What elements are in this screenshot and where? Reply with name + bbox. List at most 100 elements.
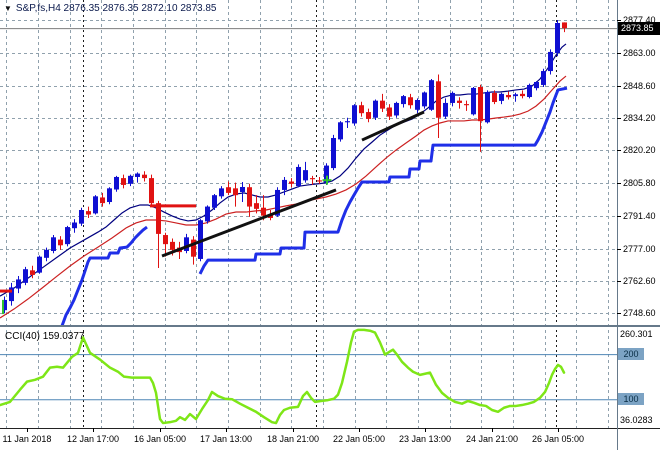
price-axis-label: 2863.00 — [623, 47, 656, 58]
price-axis-label: 2791.40 — [623, 210, 656, 221]
current-price-badge: 2873.85 — [618, 21, 660, 35]
candle-body — [191, 239, 196, 257]
candle-body — [352, 105, 357, 124]
candle-body — [16, 279, 21, 289]
candle-body — [359, 105, 364, 114]
candle-body — [65, 227, 70, 245]
drawing-objects-layer — [0, 110, 425, 315]
cci-layer — [0, 328, 566, 425]
candle-body — [79, 209, 84, 224]
candle-body — [310, 178, 315, 180]
candle-body — [170, 241, 175, 250]
candle-body — [471, 87, 476, 115]
candle-body — [450, 92, 455, 103]
step-support-line — [198, 86, 568, 275]
cci-line — [0, 328, 566, 425]
trendline — [361, 110, 425, 142]
candle-body — [233, 188, 238, 196]
price-axis-label: 2748.60 — [623, 308, 656, 319]
candle-body — [464, 104, 469, 106]
candle-body — [23, 269, 28, 283]
candle-body — [499, 93, 504, 101]
candle-body — [415, 99, 420, 110]
chevron-down-icon[interactable]: ▼ — [4, 4, 12, 13]
ma-slow-line — [0, 75, 567, 319]
price-axis-label: 2877.40 — [623, 15, 656, 26]
time-axis-label: 22 Jan 05:00 — [332, 434, 386, 444]
candle-body — [422, 92, 427, 107]
candle-body — [149, 178, 154, 204]
candle-body — [443, 102, 448, 117]
candle-body — [429, 80, 434, 110]
candle-body — [366, 112, 371, 119]
candle-body — [394, 102, 399, 116]
candle-body — [520, 93, 525, 97]
candle-body — [408, 97, 413, 106]
price-axis-label: 2762.60 — [623, 276, 656, 287]
candle-body — [240, 186, 245, 192]
candle-body — [275, 189, 280, 216]
candle-body — [254, 203, 259, 209]
level-lines-layer — [0, 28, 617, 401]
candle-body — [135, 173, 140, 177]
candle-body — [289, 181, 294, 184]
candle-body — [555, 23, 560, 54]
candle-body — [2, 299, 7, 311]
price-axis-label: 2848.60 — [623, 80, 656, 91]
candle-body — [212, 195, 217, 208]
candle-body — [107, 188, 112, 203]
candle-body — [457, 100, 462, 103]
indicator-lines-layer — [0, 43, 568, 327]
candle-body — [163, 235, 168, 245]
time-axis-label: 18 Jan 21:00 — [266, 434, 320, 444]
trendline — [161, 188, 337, 258]
cci-level-badge: 100 — [618, 393, 644, 406]
candle-body — [247, 187, 252, 207]
cci-axis-max-label: 260.301 — [620, 329, 653, 339]
grid-layer — [0, 0, 617, 428]
time-axis-label: 26 Jan 05:00 — [531, 434, 585, 444]
candle-body — [128, 175, 133, 184]
candles-layer — [2, 20, 567, 314]
candle-body — [562, 22, 567, 29]
candle-body — [58, 239, 63, 246]
candle-body — [100, 197, 105, 204]
cci-axis-min-label: 36.0283 — [620, 415, 653, 425]
candle-body — [205, 206, 210, 222]
candle-body — [436, 81, 441, 118]
candle-body — [121, 178, 126, 185]
candle-body — [282, 179, 287, 190]
price-axis-label: 2805.80 — [623, 178, 656, 189]
time-axis-label: 12 Jan 17:00 — [66, 434, 120, 444]
candle-body — [219, 188, 224, 197]
candle-body — [114, 176, 119, 190]
candle-body — [37, 256, 42, 273]
candle-body — [44, 249, 49, 258]
main-chart-pane[interactable] — [0, 0, 617, 325]
candle-body — [93, 196, 98, 214]
candle-body — [303, 170, 308, 181]
candle-body — [142, 174, 147, 179]
step-support-line — [60, 225, 148, 327]
candle-body — [345, 121, 350, 123]
symbol-ohlc-header: ▼ S&P,fs,H4 2876.35 2876.35 2872.10 2873.… — [4, 3, 216, 14]
time-axis-label: 24 Jan 21:00 — [465, 434, 519, 444]
candle-body — [184, 237, 189, 251]
candle-body — [534, 81, 539, 89]
candle-body — [72, 222, 77, 229]
price-axis-label: 2777.00 — [623, 243, 656, 254]
candle-body — [317, 180, 322, 182]
cci-indicator-label: CCI(40) 159.0377 — [5, 331, 85, 342]
candle-body — [492, 92, 497, 103]
time-axis-label: 11 Jan 2018 — [2, 434, 52, 444]
candle-body — [9, 287, 14, 302]
cci-indicator-pane[interactable] — [0, 327, 617, 428]
candle-body — [373, 100, 378, 118]
candle-body — [541, 71, 546, 85]
candle-body — [30, 270, 35, 275]
candle-body — [296, 166, 301, 187]
time-axis-label: 16 Jan 05:00 — [133, 434, 187, 444]
candle-body — [401, 96, 406, 105]
